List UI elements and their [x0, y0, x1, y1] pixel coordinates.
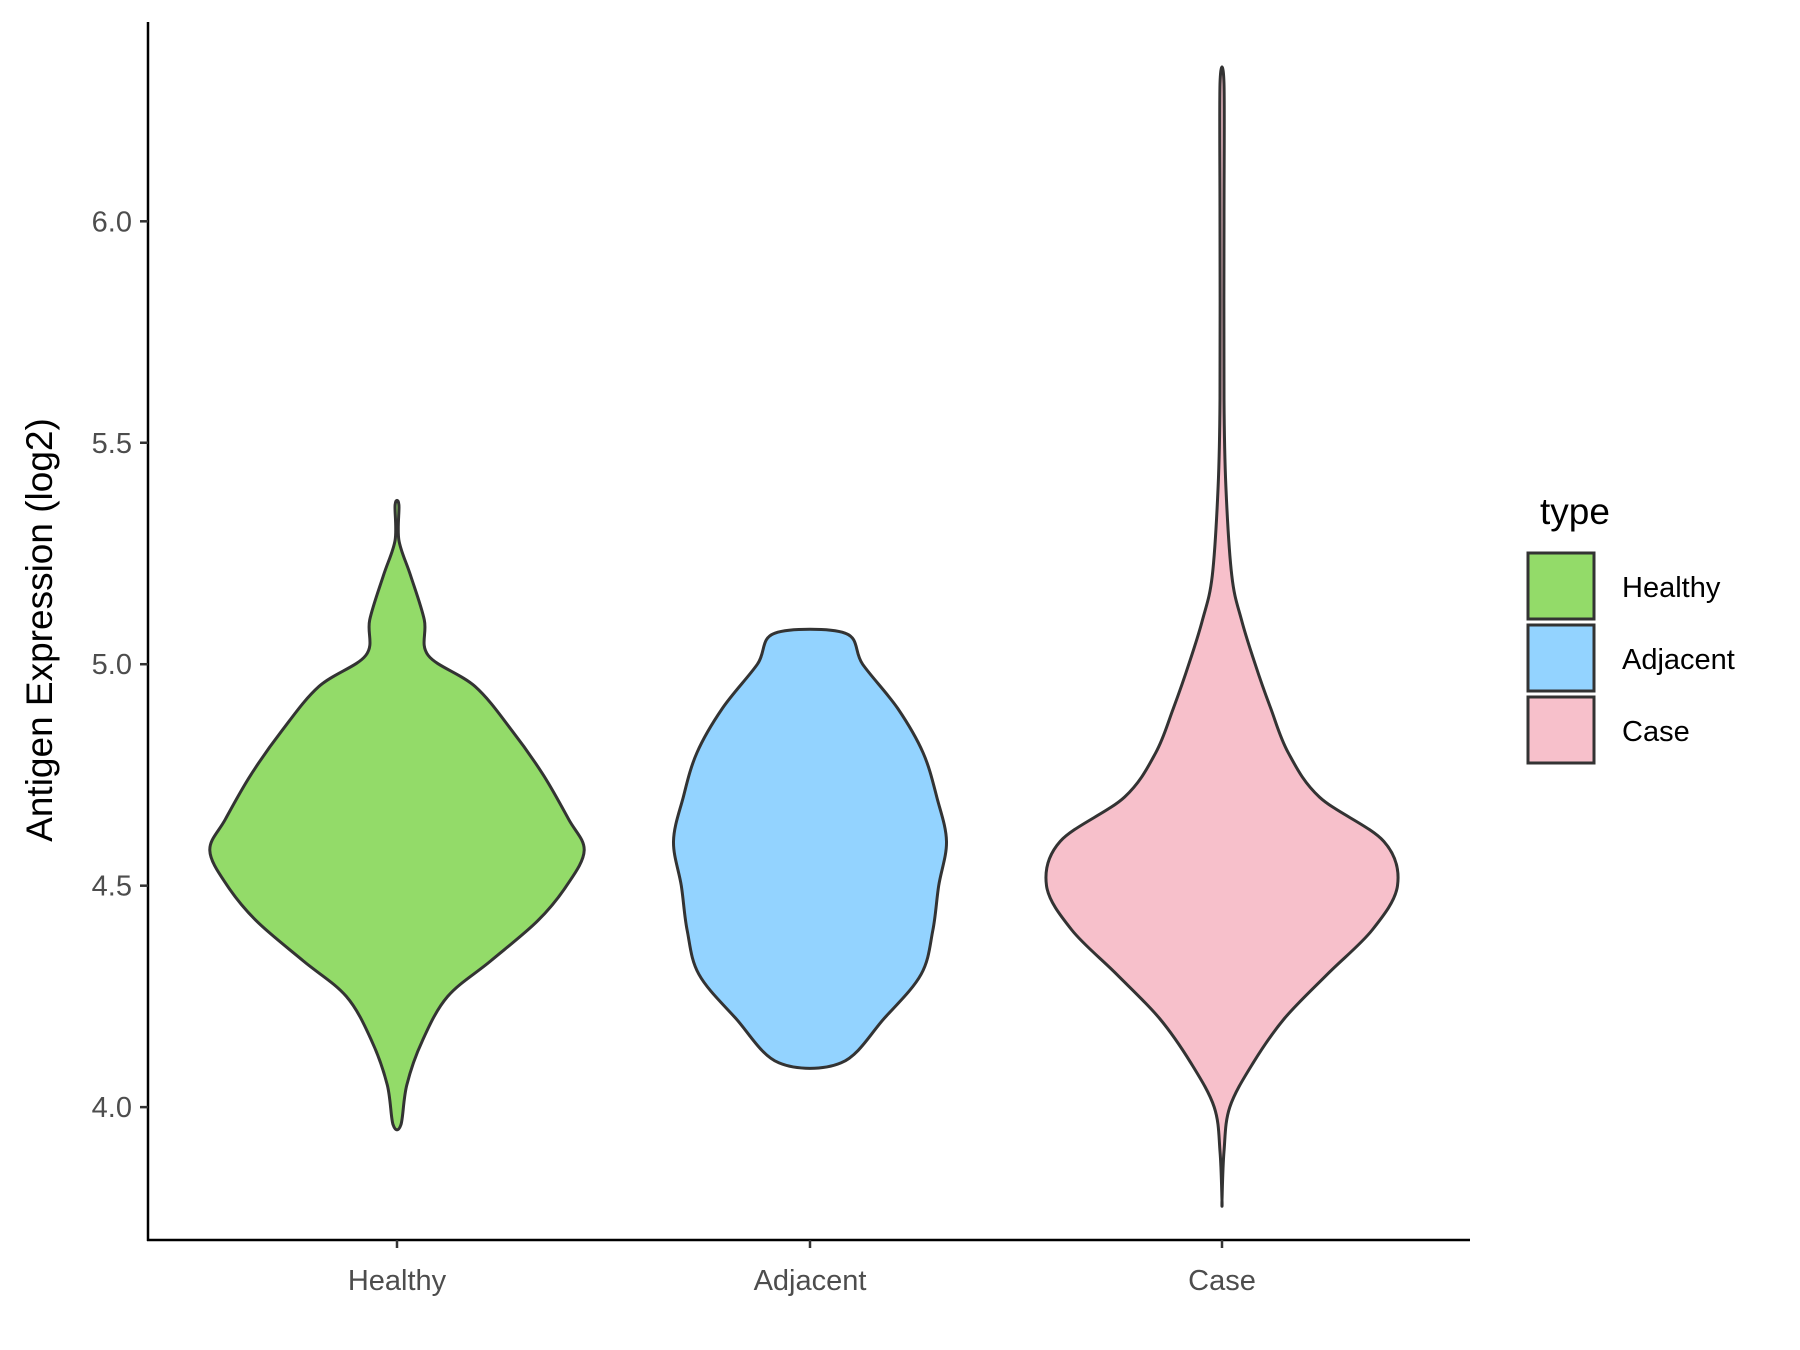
- legend-entries: Healthy Adjacent Case: [1526, 551, 1735, 765]
- legend-title: type: [1540, 491, 1610, 532]
- x-tick-label: Healthy: [348, 1265, 447, 1297]
- violin-healthy: [208, 498, 586, 1132]
- y-tick-label: 6.0: [92, 206, 132, 238]
- legend-key-healthy: [1526, 551, 1596, 621]
- violin-layer: [208, 65, 1400, 1208]
- y-tick-label: 4.5: [92, 871, 132, 903]
- legend-label-case: Case: [1622, 716, 1690, 748]
- legend: type Healthy Adjacent Case: [1526, 491, 1735, 765]
- x-axis-ticks: Healthy Adjacent Case: [348, 1240, 1256, 1297]
- y-tick-label: 5.5: [92, 428, 132, 460]
- legend-label-adjacent: Adjacent: [1622, 644, 1735, 676]
- legend-label-healthy: Healthy: [1622, 572, 1721, 604]
- legend-key-adjacent: [1526, 623, 1596, 693]
- violin-case: [1044, 65, 1400, 1208]
- y-tick-label: 5.0: [92, 649, 132, 681]
- x-tick-label: Case: [1188, 1265, 1256, 1297]
- y-tick-label: 4.0: [92, 1092, 132, 1124]
- violin-adjacent: [671, 627, 949, 1070]
- x-tick-label: Adjacent: [754, 1265, 867, 1297]
- y-axis-ticks: 4.0 4.5 5.0 5.5 6.0: [92, 206, 148, 1124]
- legend-key-case: [1526, 695, 1596, 765]
- y-axis-title: Antigen Expression (log2): [19, 418, 60, 842]
